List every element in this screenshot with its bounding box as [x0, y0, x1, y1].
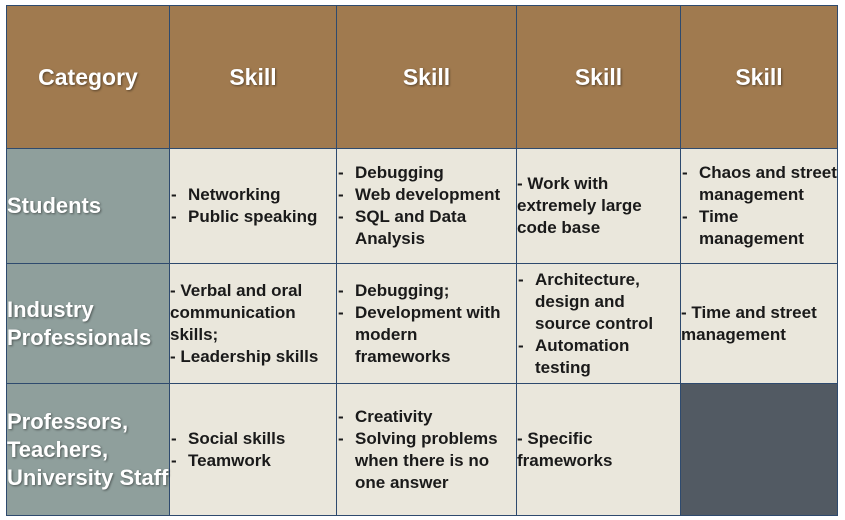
table-row: Students NetworkingPublic speakingDebugg…: [6, 148, 838, 264]
list-item: Creativity: [337, 406, 516, 428]
skill-cell: - Verbal and oral communication skills; …: [169, 263, 337, 384]
skill-text: - Time and street management: [681, 302, 817, 344]
row-category-label: Professors, Teachers, University Staff: [6, 383, 170, 516]
list-item: Architecture, design and source control: [517, 269, 680, 335]
list-item: Automation testing: [517, 335, 680, 379]
skill-list: DebuggingWeb developmentSQL and Data Ana…: [337, 162, 516, 250]
list-item: Chaos and street management: [681, 162, 837, 206]
empty-cell: [680, 383, 838, 516]
skills-table: Category Skill Skill Skill Skill Student…: [6, 5, 838, 516]
header-row: Category Skill Skill Skill Skill: [6, 5, 838, 149]
list-item: Time management: [681, 206, 837, 250]
table-row: Industry Professionals - Verbal and oral…: [6, 263, 838, 384]
skill-cell: Architecture, design and source controlA…: [516, 263, 681, 384]
list-item: Solving problems when there is no one an…: [337, 428, 516, 494]
skill-cell: Debugging;Development with modern framew…: [336, 263, 517, 384]
skill-list: NetworkingPublic speaking: [170, 184, 336, 228]
list-item: Public speaking: [170, 206, 336, 228]
skill-header: Skill: [169, 5, 337, 149]
row-category-label: Students: [6, 148, 170, 264]
skill-cell: - Specific frameworks: [516, 383, 681, 516]
skill-list: Debugging;Development with modern framew…: [337, 280, 516, 368]
skill-cell: CreativitySolving problems when there is…: [336, 383, 517, 516]
list-item: Development with modern frameworks: [337, 302, 516, 368]
category-header: Category: [6, 5, 170, 149]
list-item: Teamwork: [170, 450, 336, 472]
skill-cell: - Work with extremely large code base: [516, 148, 681, 264]
list-item: Debugging;: [337, 280, 516, 302]
skill-list: Chaos and street managementTime manageme…: [681, 162, 837, 250]
skill-cell: - Time and street management: [680, 263, 838, 384]
list-item: SQL and Data Analysis: [337, 206, 516, 250]
skill-header: Skill: [516, 5, 681, 149]
skill-cell: Chaos and street managementTime manageme…: [680, 148, 838, 264]
skill-cell: Social skillsTeamwork: [169, 383, 337, 516]
skill-header: Skill: [680, 5, 838, 149]
skill-list: Social skillsTeamwork: [170, 428, 336, 472]
skill-cell: NetworkingPublic speaking: [169, 148, 337, 264]
row-category-label: Industry Professionals: [6, 263, 170, 384]
skill-cell: DebuggingWeb developmentSQL and Data Ana…: [336, 148, 517, 264]
table-row: Professors, Teachers, University Staff S…: [6, 383, 838, 516]
list-item: Web development: [337, 184, 516, 206]
skill-text: - Work with extremely large code base: [517, 174, 642, 237]
skill-header: Skill: [336, 5, 517, 149]
list-item: Social skills: [170, 428, 336, 450]
skill-text: - Specific frameworks: [517, 428, 613, 470]
skill-list: Architecture, design and source controlA…: [517, 269, 680, 379]
skill-text: - Verbal and oral communication skills; …: [170, 280, 319, 366]
skill-list: CreativitySolving problems when there is…: [337, 406, 516, 494]
list-item: Debugging: [337, 162, 516, 184]
list-item: Networking: [170, 184, 336, 206]
